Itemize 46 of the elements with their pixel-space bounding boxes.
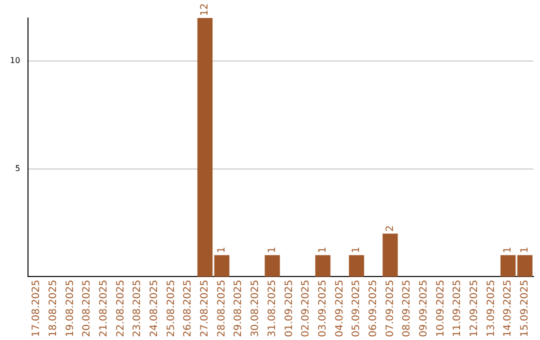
- y-tick-label: 5: [15, 164, 20, 174]
- bar: [500, 255, 516, 277]
- x-tick-label: 05.09.2025: [351, 280, 362, 338]
- x-tick-label: 21.08.2025: [98, 280, 110, 338]
- x-tick-label: 01.09.2025: [284, 280, 295, 338]
- x-tick-label: 17.08.2025: [31, 280, 42, 338]
- x-tick-label: 03.09.2025: [317, 280, 328, 338]
- x-tick-label: 08.09.2025: [402, 280, 413, 338]
- x-tick-label: 24.08.2025: [149, 280, 160, 338]
- x-tick-label: 25.08.2025: [166, 280, 177, 338]
- bar: [315, 255, 330, 277]
- x-tick-label: 27.08.2025: [200, 280, 211, 338]
- bar: [348, 255, 364, 277]
- x-tick-label: 23.08.2025: [132, 280, 144, 338]
- x-tick-label: 10.09.2025: [435, 280, 446, 338]
- x-tick-label: 13.09.2025: [486, 280, 497, 338]
- x-tick-label: 14.09.2025: [502, 280, 514, 338]
- x-tick-label: 12.09.2025: [468, 280, 480, 338]
- bar: [517, 255, 532, 277]
- data-label: 1: [502, 246, 514, 254]
- x-tick-label: 19.08.2025: [64, 280, 76, 338]
- data-label: 1: [216, 246, 228, 254]
- x-tick-label: 30.08.2025: [250, 280, 262, 338]
- data-label: 2: [384, 225, 396, 232]
- x-tick-label: 22.08.2025: [115, 280, 126, 338]
- bar: [382, 234, 398, 277]
- x-tick-label: 20.08.2025: [82, 280, 93, 338]
- x-tick-label: 15.09.2025: [519, 280, 530, 338]
- y-tick-label: 10: [10, 56, 20, 66]
- data-label: 1: [351, 246, 362, 254]
- x-tick-label: 26.08.2025: [182, 280, 194, 338]
- x-tick-label: 28.08.2025: [216, 280, 228, 338]
- x-tick-label: 04.09.2025: [334, 280, 346, 338]
- x-tick-label: 07.09.2025: [384, 280, 396, 338]
- x-tick-label: 09.09.2025: [418, 280, 430, 338]
- bar: [264, 255, 280, 277]
- x-tick-label: 11.09.2025: [452, 280, 464, 338]
- x-tick-label: 18.08.2025: [48, 280, 60, 338]
- x-tick-label: 02.09.2025: [300, 280, 312, 338]
- x-tick-label: 29.08.2025: [233, 280, 244, 338]
- x-tick-label: 31.08.2025: [266, 280, 278, 338]
- data-label: 1: [317, 246, 328, 254]
- data-label: 1: [266, 246, 278, 254]
- data-label: 1: [519, 246, 530, 254]
- data-label: 12: [200, 3, 211, 16]
- x-tick-label: 06.09.2025: [368, 280, 379, 338]
